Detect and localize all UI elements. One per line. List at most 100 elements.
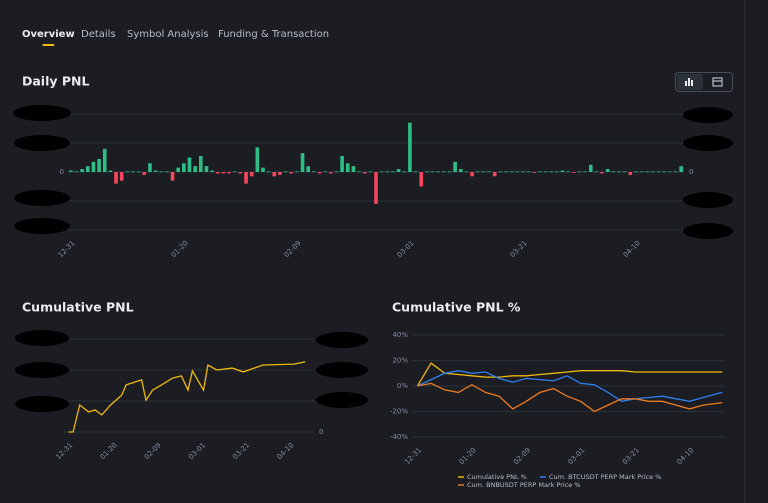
bar <box>357 171 361 173</box>
bar <box>74 171 79 173</box>
y-tick-label: 0 <box>319 428 323 436</box>
bar <box>289 172 294 174</box>
y-tick-label: 0% <box>397 382 408 390</box>
bar <box>198 156 203 172</box>
y-tick-label: 0 <box>689 168 693 176</box>
redaction <box>316 332 368 348</box>
redactions <box>13 105 733 412</box>
redaction <box>14 135 70 151</box>
bar <box>408 122 412 172</box>
bar <box>249 172 254 177</box>
y-tick-label: -20% <box>390 408 408 416</box>
bar <box>317 172 322 174</box>
bar <box>148 163 152 172</box>
toggle-frame <box>675 72 733 92</box>
cum-extra-grid <box>62 338 314 402</box>
bar <box>538 171 542 173</box>
legend-label: Cumulative PNL % <box>467 473 527 481</box>
bar <box>131 171 135 173</box>
bar-icon <box>685 78 693 86</box>
bar <box>526 171 531 173</box>
bar <box>571 172 576 173</box>
bar <box>221 172 226 174</box>
redaction <box>683 107 733 123</box>
bar <box>628 172 633 175</box>
bar <box>504 171 508 173</box>
redaction <box>14 218 70 234</box>
bar <box>498 171 503 173</box>
bar <box>679 166 683 172</box>
calendar-view-button[interactable] <box>705 74 731 90</box>
bar <box>312 171 316 173</box>
bar <box>396 169 401 172</box>
legend-label: Cum. BTCUSDT PERP Mark Price % <box>549 473 661 481</box>
bar <box>605 169 610 172</box>
bar <box>125 171 130 173</box>
redaction <box>15 396 69 412</box>
tab[interactable]: Overview <box>22 29 75 40</box>
redaction <box>14 190 70 206</box>
tab[interactable]: Details <box>81 29 116 40</box>
bar <box>142 172 147 175</box>
bar <box>345 163 350 172</box>
cumulative-pnl-title: Cumulative PNL <box>22 300 134 315</box>
bar <box>673 171 678 173</box>
bar <box>244 172 248 184</box>
bar <box>153 170 158 172</box>
bar <box>645 171 650 173</box>
bar <box>204 166 209 172</box>
bar <box>588 164 593 172</box>
bar <box>447 171 452 173</box>
bar <box>283 171 288 173</box>
redaction <box>15 330 69 346</box>
y-tick-label: 40% <box>392 331 408 339</box>
bar <box>323 171 327 173</box>
tab[interactable]: Funding & Transaction <box>218 29 329 40</box>
bar <box>509 171 514 173</box>
bar <box>543 171 548 173</box>
bar <box>532 172 537 173</box>
bar <box>351 166 356 172</box>
bar <box>611 171 616 173</box>
bar <box>453 161 457 172</box>
bar <box>577 171 582 173</box>
y-tick-label: 20% <box>392 357 408 365</box>
bar <box>255 147 260 172</box>
bar <box>436 171 440 173</box>
bar <box>560 170 565 172</box>
bar <box>487 171 491 173</box>
bar <box>662 171 667 173</box>
bar <box>362 172 367 174</box>
bar <box>114 172 118 184</box>
bar <box>470 172 474 177</box>
bar <box>176 167 181 172</box>
bar <box>515 171 520 173</box>
bar <box>136 171 141 173</box>
redaction <box>13 105 71 121</box>
bar <box>634 171 638 173</box>
bar <box>91 161 96 172</box>
bar <box>442 171 446 173</box>
active-tab-indicator <box>42 44 55 46</box>
bar <box>425 171 429 173</box>
bar <box>566 171 570 173</box>
redaction <box>683 223 733 239</box>
bar <box>278 172 282 175</box>
bar <box>102 148 107 172</box>
bar <box>170 172 175 181</box>
redaction <box>316 392 368 408</box>
tab[interactable]: Symbol Analysis <box>127 29 209 40</box>
bar <box>475 171 480 173</box>
bar <box>80 169 84 172</box>
series-line <box>417 370 723 402</box>
bar <box>210 170 214 172</box>
bar <box>600 172 604 174</box>
bar <box>261 167 265 172</box>
redaction <box>683 135 733 151</box>
bar <box>227 172 231 174</box>
bar <box>379 171 384 173</box>
bar <box>300 153 305 172</box>
